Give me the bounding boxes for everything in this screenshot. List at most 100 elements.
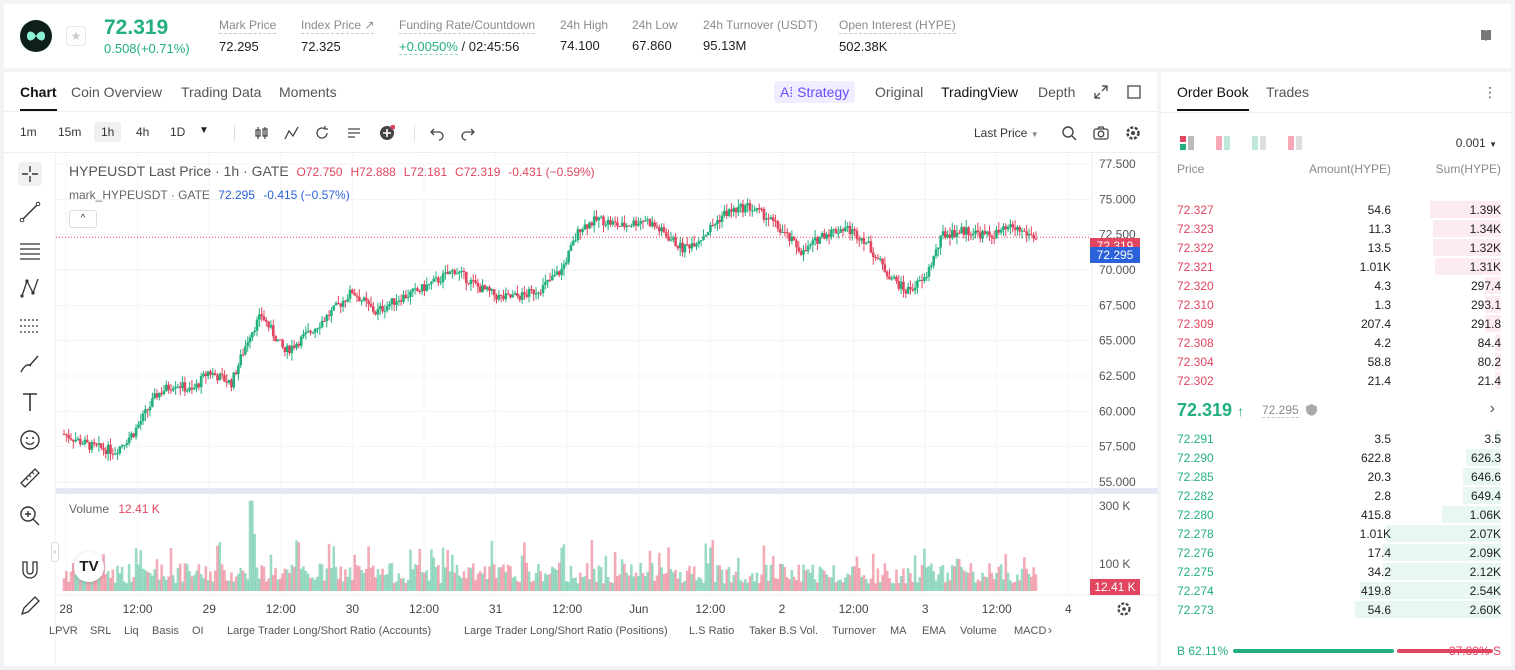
pattern-icon[interactable] — [18, 276, 42, 300]
price-source-select[interactable]: Last Price ▼ — [974, 126, 1039, 140]
stat-open-interest[interactable]: Open Interest (HYPE) 502.38K — [839, 18, 956, 54]
bid-row[interactable]: 72.280 415.8 1.06K — [1161, 505, 1511, 524]
timeframe-4h[interactable]: 4h — [136, 125, 150, 139]
indicator-9[interactable]: Turnover — [832, 625, 876, 637]
undo-icon[interactable] — [429, 125, 445, 141]
ask-row[interactable]: 72.310 1.3 293.1 — [1161, 295, 1511, 314]
indicator-7[interactable]: L.S Ratio — [689, 625, 735, 637]
templates-icon[interactable] — [346, 125, 362, 141]
indicator-0[interactable]: LPVR — [49, 625, 78, 637]
pencil-icon[interactable] — [18, 594, 42, 618]
bid-row[interactable]: 72.275 34.2 2.12K — [1161, 562, 1511, 581]
tab-trades[interactable]: Trades — [1266, 84, 1310, 100]
bid-row[interactable]: 72.273 54.6 2.60K — [1161, 600, 1511, 619]
ask-row[interactable]: 72.320 4.3 297.4 — [1161, 276, 1511, 295]
gear-icon[interactable] — [1125, 125, 1141, 141]
chevron-down-icon[interactable]: ▼ — [199, 125, 209, 136]
side-toggle-button[interactable]: ‹ — [51, 542, 59, 562]
view-depth[interactable]: Depth — [1038, 84, 1076, 100]
tab-moments[interactable]: Moments — [279, 84, 337, 100]
book-icon[interactable] — [1479, 28, 1493, 42]
add-alert-icon[interactable] — [379, 125, 395, 141]
indicator-2[interactable]: Liq — [124, 625, 139, 637]
emoji-icon[interactable] — [18, 428, 42, 452]
timeframe-1h[interactable]: 1h — [94, 122, 122, 142]
forecast-icon[interactable] — [18, 314, 42, 338]
bid-row[interactable]: 72.276 17.4 2.09K — [1161, 543, 1511, 562]
fib-levels-icon[interactable] — [18, 238, 42, 262]
bid-row[interactable]: 72.274 419.8 2.54K — [1161, 581, 1511, 600]
favorite-star-icon[interactable]: ★ — [66, 26, 86, 46]
layout-both-icon[interactable] — [1179, 135, 1195, 151]
search-icon[interactable] — [1061, 125, 1077, 141]
text-tool-icon[interactable] — [18, 390, 42, 414]
ask-row[interactable]: 72.302 21.4 21.4 — [1161, 371, 1511, 390]
layout-bids-icon[interactable] — [1251, 135, 1267, 151]
zoom-in-icon[interactable] — [18, 504, 42, 528]
layout-sells-icon[interactable] — [1287, 135, 1303, 151]
candle-body — [176, 386, 180, 388]
bid-row[interactable]: 72.290 622.8 626.3 — [1161, 448, 1511, 467]
crosshair-icon[interactable] — [18, 162, 42, 186]
replay-icon[interactable] — [314, 125, 330, 141]
brush-icon[interactable] — [18, 352, 42, 376]
ask-row[interactable]: 72.323 11.3 1.34K — [1161, 219, 1511, 238]
ruler-icon[interactable] — [18, 466, 42, 490]
more-options-icon[interactable]: ⋮ — [1483, 84, 1497, 100]
strategy-button[interactable]: A⁞ Strategy — [774, 81, 856, 103]
bid-row[interactable]: 72.285 20.3 646.6 — [1161, 467, 1511, 486]
stat-funding-rate[interactable]: Funding Rate/Countdown +0.0050% / 02:45:… — [399, 18, 536, 55]
volume-bar — [709, 547, 712, 591]
time-axis[interactable]: 28 12:00 29 12:00 30 12:00 31 12:00 Jun 12:00 2 12:… — [56, 594, 1157, 616]
timeframe-1m[interactable]: 1m — [20, 125, 37, 139]
camera-icon[interactable] — [1093, 125, 1109, 141]
indicator-5[interactable]: Large Trader Long/Short Ratio (Accounts) — [227, 625, 432, 637]
ask-row[interactable]: 72.322 13.5 1.32K — [1161, 238, 1511, 257]
indicator-1[interactable]: SRL — [90, 625, 112, 637]
bid-row[interactable]: 72.282 2.8 649.4 — [1161, 486, 1511, 505]
collapse-legend-button[interactable]: ^ — [69, 210, 97, 228]
stat-mark-price[interactable]: Mark Price 72.295 — [219, 18, 277, 54]
indicator-3[interactable]: Basis — [152, 625, 179, 637]
indicator-11[interactable]: EMA — [922, 625, 946, 637]
ask-row[interactable]: 72.304 58.8 80.2 — [1161, 352, 1511, 371]
indicator-4[interactable]: OI — [192, 625, 204, 637]
magnet-icon[interactable] — [18, 558, 42, 582]
candlestick-chart[interactable]: 77.50075.00072.50070.00067.50065.00062.5… — [56, 154, 1157, 624]
chart-settings-icon[interactable] — [1116, 601, 1132, 617]
chevron-right-icon[interactable]: › — [1048, 623, 1052, 637]
timeframe-15m[interactable]: 15m — [58, 125, 82, 139]
ask-row[interactable]: 72.308 4.2 84.4 — [1161, 333, 1511, 352]
ask-row[interactable]: 72.309 207.4 291.8 — [1161, 314, 1511, 333]
indicator-12[interactable]: Volume — [960, 625, 997, 637]
window-icon[interactable] — [1127, 85, 1141, 99]
ask-row[interactable]: 72.327 54.6 1.39K — [1161, 200, 1511, 219]
timeframe-1d[interactable]: 1D — [170, 125, 186, 139]
redo-icon[interactable] — [460, 125, 476, 141]
candle-type-icon[interactable] — [254, 125, 270, 141]
ask-row[interactable]: 72.321 1.01K 1.31K — [1161, 257, 1511, 276]
indicator-6[interactable]: Large Trader Long/Short Ratio (Positions… — [464, 625, 668, 637]
bid-row[interactable]: 72.291 3.5 3.5 — [1161, 429, 1511, 448]
trend-line-icon[interactable] — [18, 200, 42, 224]
tab-chart[interactable]: Chart — [20, 84, 57, 111]
view-original[interactable]: Original — [875, 84, 924, 100]
tab-order-book[interactable]: Order Book — [1177, 84, 1249, 111]
expand-icon[interactable] — [1094, 85, 1108, 99]
price-axis[interactable]: 77.50075.00072.50070.00067.50065.00062.5… — [1099, 157, 1136, 571]
tab-trading-data[interactable]: Trading Data — [181, 84, 262, 100]
indicators-icon[interactable] — [284, 125, 300, 141]
indicator-10[interactable]: MA — [890, 625, 907, 637]
indicator-13[interactable]: MACD — [1014, 625, 1047, 637]
view-tradingview[interactable]: TradingView — [941, 84, 1019, 100]
indicator-8[interactable]: Taker B.S Vol. — [749, 625, 819, 637]
tab-coin-overview[interactable]: Coin Overview — [71, 84, 163, 100]
precision-select[interactable]: 0.001 ▼ — [1456, 136, 1497, 150]
mid-price[interactable]: 72.319 ↑ — [1177, 400, 1244, 421]
stat-index-price[interactable]: Index Price ↗ 72.325 — [301, 18, 375, 54]
pane-separator[interactable] — [56, 488, 1157, 494]
bid-row[interactable]: 72.278 1.01K 2.07K — [1161, 524, 1511, 543]
chevron-right-icon[interactable]: › — [1489, 400, 1495, 417]
volume-bar — [125, 583, 129, 591]
layout-asks-icon[interactable] — [1215, 135, 1231, 151]
